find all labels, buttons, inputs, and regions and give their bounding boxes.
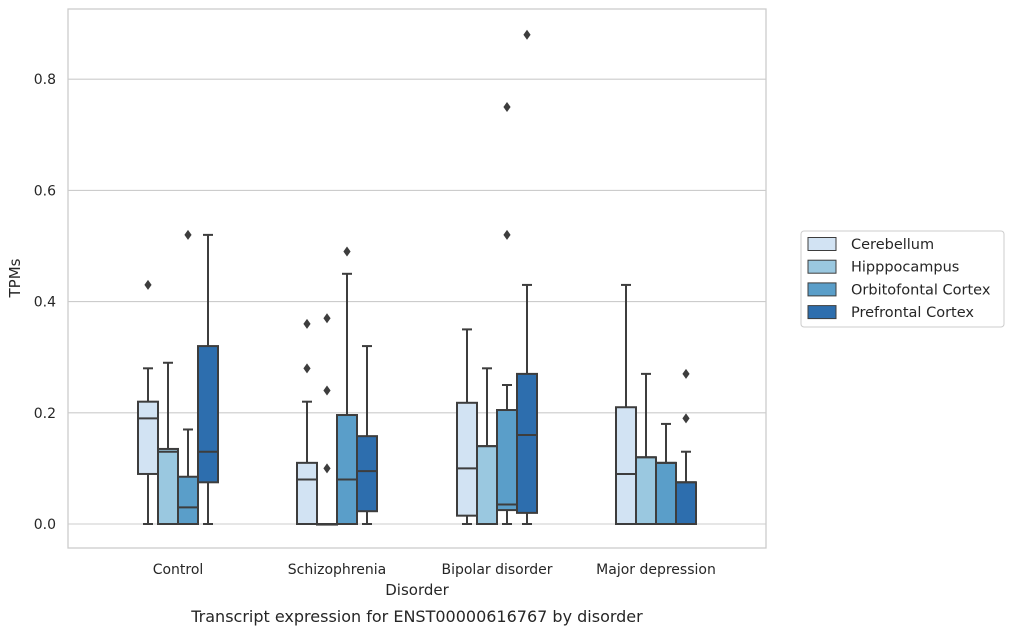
y-tick-label: 0.4 bbox=[34, 295, 56, 311]
outlier-point bbox=[682, 368, 690, 379]
y-tick-label: 0.8 bbox=[34, 72, 56, 88]
outlier-point bbox=[523, 29, 531, 40]
legend-frame bbox=[800, 230, 1005, 328]
outlier-point bbox=[184, 229, 192, 240]
legend-label: Cerebellum bbox=[851, 237, 934, 253]
box-iqr bbox=[177, 475, 199, 525]
box-mark bbox=[157, 361, 179, 525]
box-series bbox=[137, 29, 697, 526]
box-mark bbox=[615, 283, 637, 525]
y-tick-labels: 0.0 0.2 0.4 0.6 0.8 bbox=[34, 72, 56, 533]
box-iqr bbox=[476, 445, 498, 525]
box-iqr bbox=[456, 401, 478, 517]
box-mark bbox=[356, 345, 378, 525]
x-tick-label: Control bbox=[153, 562, 204, 578]
series-hipppocampus bbox=[157, 313, 657, 526]
legend: Cerebellum Hipppocampus Orbitofontal Corte… bbox=[800, 230, 1005, 328]
box-iqr bbox=[296, 461, 318, 525]
outlier-point bbox=[303, 363, 311, 374]
box-iqr bbox=[635, 456, 657, 525]
box-iqr bbox=[615, 406, 637, 525]
legend-label: Hipppocampus bbox=[851, 260, 959, 276]
box-mark bbox=[476, 367, 498, 525]
box-iqr bbox=[356, 435, 378, 513]
y-tick-label: 0.2 bbox=[34, 406, 56, 422]
outlier-point bbox=[682, 413, 690, 424]
legend-swatch bbox=[807, 305, 837, 320]
x-tick-label: Schizophrenia bbox=[288, 562, 386, 578]
box-mark bbox=[336, 246, 358, 525]
outlier-point bbox=[503, 229, 511, 240]
series-prefrontal-cortex bbox=[197, 29, 697, 525]
legend-swatch bbox=[807, 259, 837, 274]
legend-swatch bbox=[807, 282, 837, 297]
box-mark bbox=[296, 318, 318, 525]
x-tick-labels: Control Schizophrenia Bipolar disorder Majo… bbox=[153, 562, 716, 578]
y-tick-label: 0.0 bbox=[34, 517, 56, 533]
box-iqr bbox=[197, 345, 219, 484]
box-mark bbox=[675, 368, 697, 525]
box-iqr bbox=[157, 447, 179, 525]
box-mark bbox=[316, 313, 338, 526]
box-iqr bbox=[336, 414, 358, 525]
y-axis-title: TPMs bbox=[6, 258, 24, 298]
box-iqr bbox=[137, 400, 159, 475]
plot-area-frame bbox=[67, 8, 767, 549]
x-axis-title: Disorder bbox=[385, 581, 449, 599]
box-mark bbox=[655, 422, 677, 525]
chart-caption: Transcript expression for ENST0000061676… bbox=[190, 607, 643, 626]
box-iqr bbox=[655, 461, 677, 525]
outlier-point bbox=[343, 246, 351, 257]
legend-label: Orbitofontal Cortex bbox=[851, 282, 991, 298]
box-iqr bbox=[675, 481, 697, 525]
box-iqr bbox=[496, 409, 518, 512]
box-mark bbox=[137, 279, 159, 525]
legend-label: Prefrontal Cortex bbox=[851, 305, 974, 321]
outlier-point bbox=[144, 279, 152, 290]
box-mark bbox=[516, 29, 538, 525]
box-mark bbox=[197, 233, 219, 525]
x-tick-label: Major depression bbox=[596, 562, 716, 578]
box-mark bbox=[635, 372, 657, 525]
box-iqr bbox=[516, 372, 538, 514]
legend-entries: Cerebellum Hipppocampus Orbitofontal Corte… bbox=[807, 237, 991, 321]
box-mark bbox=[456, 328, 478, 525]
x-tick-label: Bipolar disorder bbox=[441, 562, 552, 578]
outlier-point bbox=[323, 463, 331, 474]
box-mark bbox=[177, 229, 199, 525]
box-mark bbox=[496, 102, 518, 525]
y-tick-label: 0.6 bbox=[34, 183, 56, 199]
series-cerebellum bbox=[137, 279, 637, 525]
legend-swatch bbox=[807, 237, 837, 251]
outlier-point bbox=[323, 385, 331, 396]
outlier-point bbox=[503, 102, 511, 112]
series-orbitofontal-cortex bbox=[177, 102, 677, 525]
outlier-point bbox=[303, 318, 311, 329]
outlier-point bbox=[323, 313, 331, 324]
